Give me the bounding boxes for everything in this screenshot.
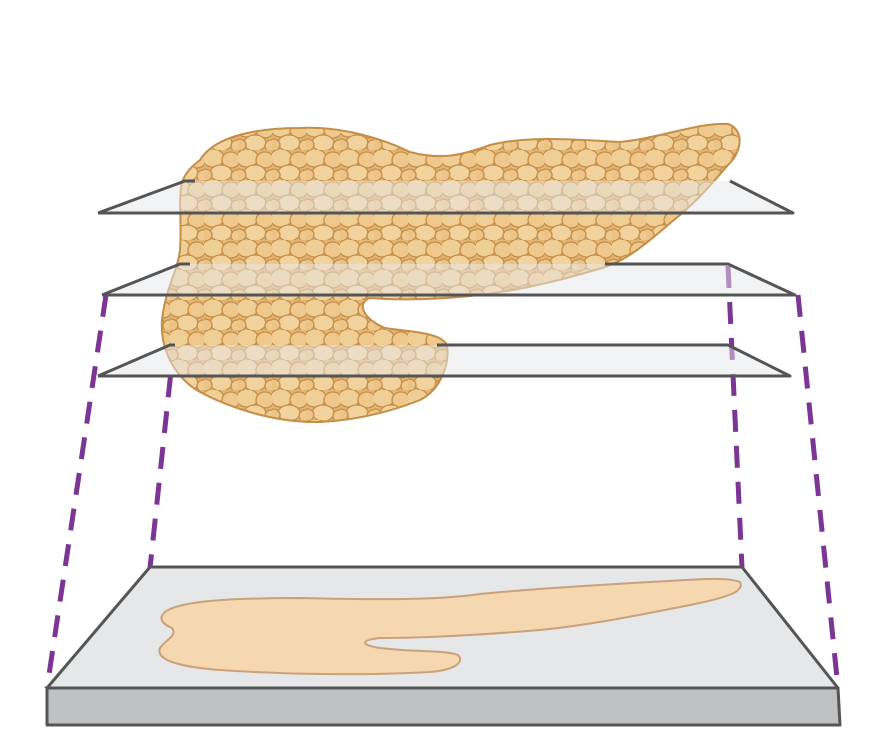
projection-line-outer-left: [44, 294, 109, 689]
slice-plane-middle: [101, 262, 797, 297]
projection-lines-outer: [44, 294, 841, 689]
projection-line-outer-right: [795, 294, 841, 689]
tissue-section: [158, 577, 742, 676]
slice-plane-top: [97, 179, 795, 215]
section-slab: [45, 565, 842, 727]
slice-plane-bottom: [97, 343, 792, 378]
slab-front-face: [45, 686, 842, 727]
projection-line-inner-right: [725, 265, 745, 569]
